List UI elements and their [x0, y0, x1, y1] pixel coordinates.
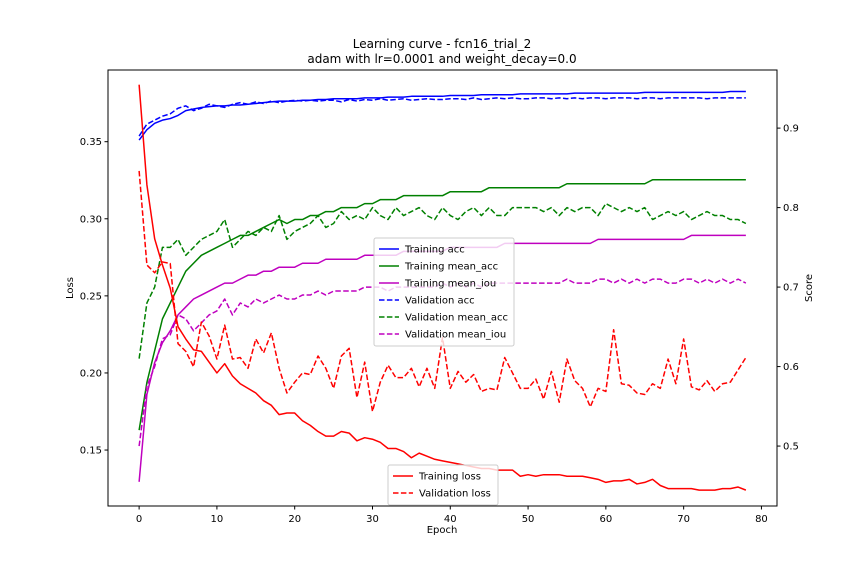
series-line-training-mean-acc: [138, 179, 746, 431]
series-line-validation-mean-acc: [138, 202, 747, 359]
x-tick-label: 30: [366, 514, 379, 525]
legend-label-training-acc: Training acc: [404, 245, 465, 256]
loss-legend: Training loss Validation loss: [387, 464, 499, 506]
x-tick-label: 10: [211, 514, 224, 525]
legend-frame: [387, 464, 499, 506]
legend-label-training-mean-iou: Training mean_iou: [404, 279, 496, 290]
axes-frame: [107, 69, 778, 507]
left-y-tick-label: 0.25: [80, 291, 102, 302]
x-tick-label: 0: [136, 514, 142, 525]
legend-frame: [373, 237, 515, 347]
left-y-tick-label: 0.35: [80, 137, 102, 148]
axis-ticks: 0 10 20 30 40 50 60 70 80 0.15 0.20 0.25 0.30 0.35 0.5…: [80, 124, 799, 525]
x-tick-label: 50: [522, 514, 535, 525]
right-y-tick-label: 0.9: [783, 124, 799, 135]
legend-label-training-loss: Training loss: [418, 472, 481, 483]
legend-label-validation-loss: Validation loss: [419, 489, 491, 500]
right-y-tick-label: 0.8: [783, 203, 799, 214]
right-y-tick-label: 0.7: [783, 283, 799, 294]
left-y-axis-label: Loss: [65, 277, 76, 299]
x-tick-label: 60: [599, 514, 612, 525]
x-tick-label: 80: [755, 514, 768, 525]
left-y-tick-label: 0.15: [80, 446, 102, 457]
chart-subtitle: adam with lr=0.0001 and weight_decay=0.0: [307, 52, 576, 66]
series-line-validation-acc: [138, 97, 746, 137]
series-line-training-acc: [138, 90, 746, 141]
right-y-axis-label: Score: [804, 274, 815, 302]
legend-label-validation-mean-acc: Validation mean_acc: [405, 313, 508, 324]
right-y-tick-label: 0.5: [783, 442, 799, 453]
x-tick-label: 20: [288, 514, 301, 525]
score-legend: Training acc Training mean_acc Training me…: [373, 237, 515, 347]
left-y-tick-label: 0.20: [80, 368, 102, 379]
series-line-training-loss: [138, 84, 747, 491]
chart-title: Learning curve - fcn16_trial_2: [353, 37, 531, 51]
legend-label-training-mean-acc: Training mean_acc: [404, 262, 498, 273]
x-tick-label: 70: [677, 514, 690, 525]
x-axis-label: Epoch: [427, 525, 458, 536]
left-y-tick-label: 0.30: [80, 214, 102, 225]
right-y-tick-label: 0.6: [783, 362, 799, 373]
x-tick-label: 40: [444, 514, 457, 525]
legend-label-validation-mean-iou: Validation mean_iou: [405, 330, 506, 341]
legend-label-validation-acc: Validation acc: [405, 296, 475, 307]
